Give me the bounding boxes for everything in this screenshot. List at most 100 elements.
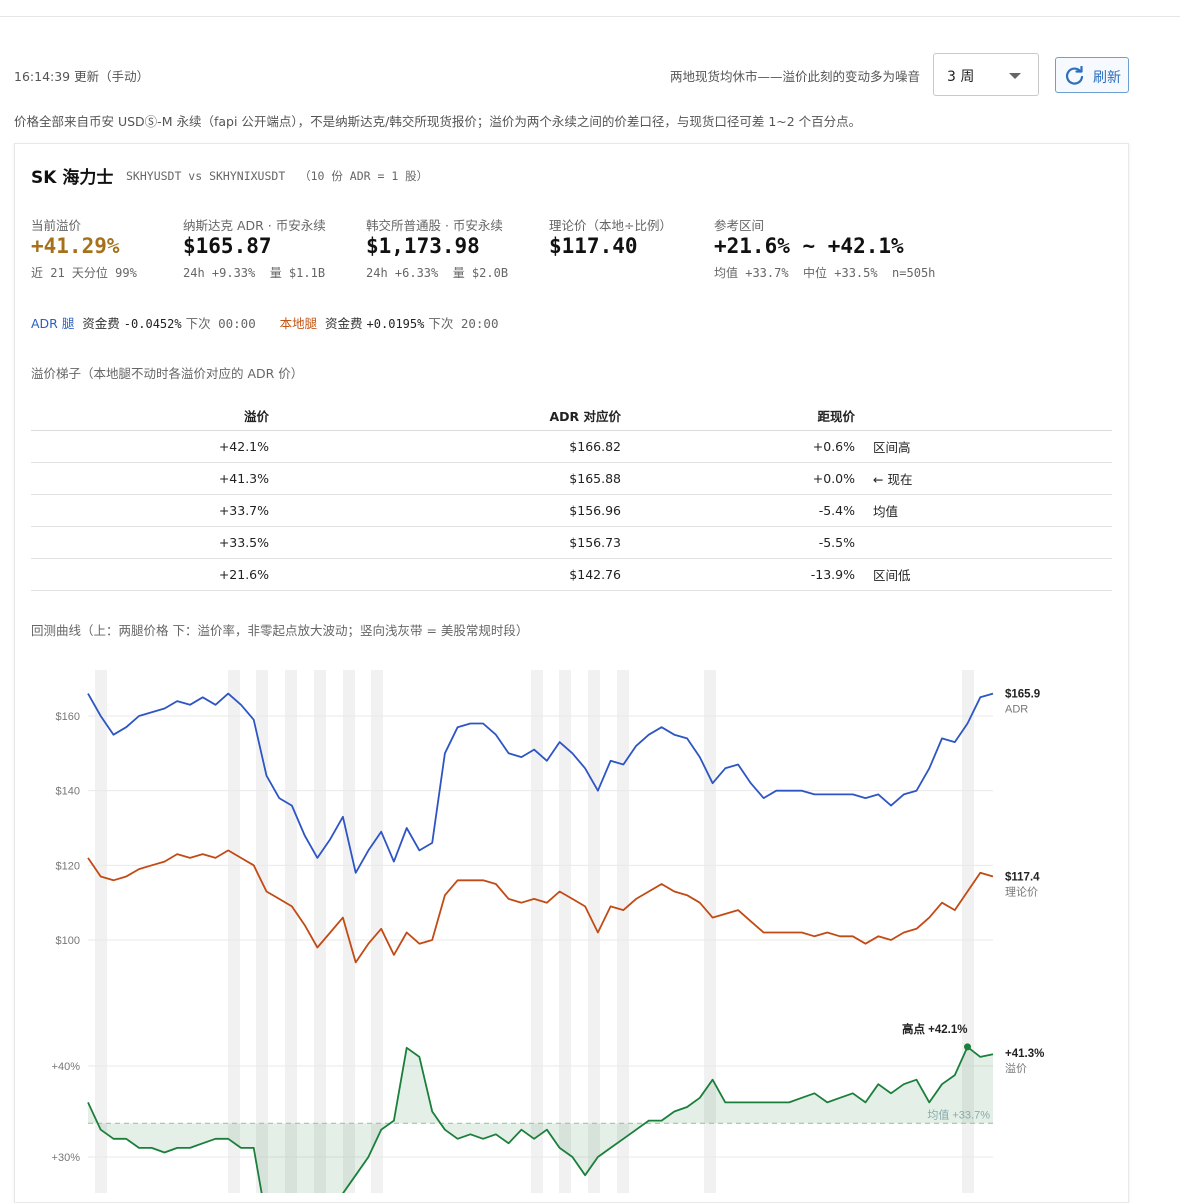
series-end-value: $165.9 — [1005, 689, 1040, 701]
adr-next-funding: 下次 00:00 — [185, 316, 256, 331]
metric-range-label: 参考区间 — [714, 218, 765, 233]
metric-adr-value: $165.87 — [183, 234, 272, 258]
update-timestamp: 16:14:39 更新（手动） — [14, 69, 150, 84]
us-session-band — [371, 670, 383, 1193]
theoretical-price-line — [87, 849, 994, 964]
data-source-disclaimer: 价格全部来自币安 USDⓈ-M 永续（fapi 公开端点），不是纳斯达克/韩交所… — [14, 114, 862, 129]
table-row: +42.1% $166.82 +0.6% 区间高 — [31, 430, 1112, 463]
range-select[interactable]: 3 周 — [933, 53, 1039, 96]
cell-premium: +33.5% — [31, 526, 269, 559]
us-session-band — [256, 670, 268, 1193]
cell-premium: +42.1% — [31, 430, 269, 463]
cell-premium: +21.6% — [31, 558, 269, 591]
cell-note: ← 现在 — [855, 462, 1112, 495]
us-session-band — [559, 670, 571, 1193]
us-session-band — [962, 670, 974, 1193]
y-tick-label: $160 — [56, 711, 80, 723]
metric-range-value: +21.6% ~ +42.1% — [714, 234, 904, 258]
cell-distance: +0.6% — [621, 430, 855, 463]
metric-premium-value: +41.29% — [31, 234, 120, 258]
cell-distance: +0.0% — [621, 462, 855, 495]
cell-adr-price: $156.73 — [269, 526, 621, 559]
metric-local-value: $1,173.98 — [366, 234, 480, 258]
cell-distance: -5.4% — [621, 494, 855, 527]
refresh-icon — [1066, 66, 1084, 85]
mean-label: 均值 +33.7% — [927, 1108, 990, 1121]
adr-funding-rate: -0.0452% — [123, 317, 182, 331]
metric-premium-label: 当前溢价 — [31, 218, 82, 233]
col-premium-header: 溢价 — [31, 400, 269, 431]
col-distance-header: 距现价 — [621, 400, 855, 431]
cell-note — [855, 526, 1112, 559]
us-session-band — [285, 670, 297, 1193]
refresh-button-label: 刷新 — [1093, 70, 1121, 86]
card-title: SK 海力士 — [31, 168, 114, 188]
adr-fee-label: 资金费 — [82, 316, 120, 331]
local-funding-rate: +0.0195% — [366, 317, 425, 331]
premium-area — [88, 1046, 993, 1193]
local-next-funding: 下次 20:00 — [428, 316, 499, 331]
metric-adr-label: 纳斯达克 ADR · 币安永续 — [183, 218, 326, 233]
metric-range-sub: 均值 +33.7% 中位 +33.5% n=505h — [714, 266, 936, 280]
col-note-header — [855, 400, 1112, 431]
cell-note: 区间低 — [855, 558, 1112, 591]
high-point-marker — [964, 1043, 972, 1051]
cell-adr-price: $156.96 — [269, 494, 621, 527]
col-adr-price-header: ADR 对应价 — [269, 400, 621, 431]
us-session-band — [704, 670, 716, 1193]
range-select-value: 3 周 — [947, 69, 975, 85]
y-tick-label: $120 — [56, 860, 80, 872]
metric-local-label: 韩交所普通股 · 币安永续 — [366, 218, 503, 233]
market-closed-note: 两地现货均休市——溢价此刻的变动多为噪音 — [669, 69, 920, 84]
table-header-row: 溢价 ADR 对应价 距现价 — [31, 400, 1112, 431]
table-row: +41.3% $165.88 +0.0% ← 现在 — [31, 462, 1112, 495]
local-fee-label: 资金费 — [325, 316, 363, 331]
premium-ladder-table: 溢价 ADR 对应价 距现价 +42.1% $166.82 +0.6% 区间高 … — [31, 400, 1112, 591]
metric-adr-sub: 24h +9.33% 量 $1.1B — [183, 266, 326, 280]
table-row: +21.6% $142.76 -13.9% 区间低 — [31, 558, 1112, 591]
metric-local-sub: 24h +6.33% 量 $2.0B — [366, 266, 509, 280]
y-tick-label: +30% — [52, 1152, 81, 1164]
adr-price-line — [87, 692, 994, 874]
y-tick-label: $140 — [56, 786, 80, 798]
cell-premium: +33.7% — [31, 494, 269, 527]
us-session-band — [343, 670, 355, 1193]
us-session-band — [617, 670, 629, 1193]
cell-distance: -13.9% — [621, 558, 855, 591]
ladder-title: 溢价梯子（本地腿不动时各溢价对应的 ADR 价） — [31, 366, 304, 381]
cell-adr-price: $142.76 — [269, 558, 621, 591]
top-divider — [0, 16, 1180, 17]
card-subtitle: SKHYUSDT vs SKHYNIXUSDT （10 份 ADR = 1 股） — [126, 169, 429, 183]
cell-adr-price: $165.88 — [269, 462, 621, 495]
metric-theoretical-label: 理论价（本地÷比例） — [549, 218, 672, 233]
cell-premium: +41.3% — [31, 462, 269, 495]
adr-leg-label: ADR 腿 — [31, 316, 75, 331]
cell-distance: -5.5% — [621, 526, 855, 559]
funding-row: ADR 腿 资金费 -0.0452% 下次 00:00 本地腿 资金费 +0.0… — [31, 313, 498, 332]
series-end-value: +41.3% — [1005, 1048, 1044, 1060]
metric-theoretical-value: $117.40 — [549, 234, 638, 258]
series-end-name: 理论价 — [1005, 885, 1038, 899]
us-session-band — [588, 670, 600, 1193]
metric-premium-sub: 近 21 天分位 99% — [31, 266, 137, 280]
chart-title: 回测曲线（上：两腿价格 下：溢价率，非零起点放大波动；竖向浅灰带 = 美股常规时… — [31, 623, 529, 638]
refresh-button[interactable]: 刷新 — [1055, 57, 1129, 93]
us-session-band — [95, 670, 107, 1193]
y-tick-label: $100 — [56, 935, 80, 947]
series-end-value: $117.4 — [1005, 872, 1040, 884]
high-point-label: 高点 +42.1% — [902, 1022, 968, 1036]
chevron-down-icon — [1009, 73, 1021, 79]
table-row: +33.7% $156.96 -5.4% 均值 — [31, 494, 1112, 527]
cell-adr-price: $166.82 — [269, 430, 621, 463]
series-end-name: 溢价 — [1005, 1061, 1027, 1075]
series-end-name: ADR — [1005, 704, 1028, 716]
cell-note: 均值 — [855, 494, 1112, 527]
us-session-band — [314, 670, 326, 1193]
us-session-band — [531, 670, 543, 1193]
cell-note: 区间高 — [855, 430, 1112, 463]
us-session-band — [228, 670, 240, 1193]
premium-line — [87, 1046, 994, 1193]
table-row: +33.5% $156.73 -5.5% — [31, 526, 1112, 559]
y-tick-label: +40% — [52, 1061, 81, 1073]
